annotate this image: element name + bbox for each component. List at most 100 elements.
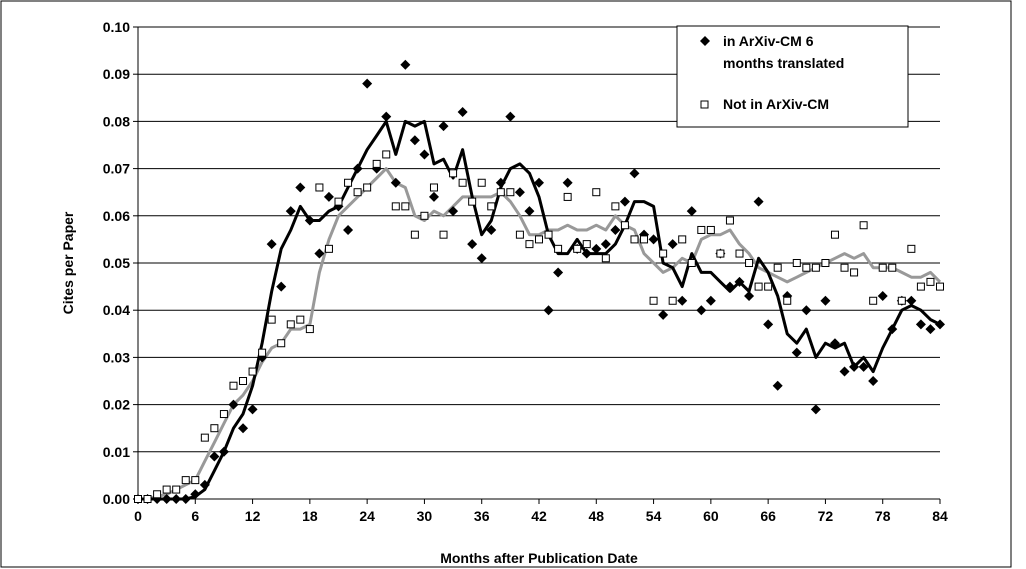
y-tick-label: 0.06 xyxy=(103,208,130,224)
point-arxiv xyxy=(877,291,888,302)
point-not-arxiv xyxy=(363,183,372,192)
point-arxiv xyxy=(543,305,554,316)
point-not-arxiv xyxy=(869,296,878,305)
point-arxiv xyxy=(648,234,659,245)
point-arxiv xyxy=(390,177,401,188)
point-arxiv xyxy=(849,361,860,372)
point-arxiv xyxy=(906,295,917,306)
point-not-arxiv xyxy=(468,197,477,206)
point-not-arxiv xyxy=(649,296,658,305)
point-arxiv xyxy=(629,168,640,179)
point-arxiv xyxy=(705,295,716,306)
point-not-arxiv xyxy=(515,230,524,239)
x-tick-label: 30 xyxy=(417,508,433,524)
x-tick-label: 48 xyxy=(588,508,604,524)
point-not-arxiv xyxy=(382,150,391,159)
point-not-arxiv xyxy=(458,178,467,187)
legend-diamond-marker xyxy=(700,36,710,46)
x-tick-label: 0 xyxy=(134,508,142,524)
x-tick-label: 84 xyxy=(932,508,948,524)
point-not-arxiv xyxy=(554,244,563,253)
point-not-arxiv xyxy=(802,263,811,272)
point-arxiv xyxy=(610,224,621,235)
point-not-arxiv xyxy=(601,254,610,263)
point-not-arxiv xyxy=(821,259,830,267)
point-not-arxiv xyxy=(334,197,343,206)
point-not-arxiv xyxy=(716,249,725,258)
point-not-arxiv xyxy=(134,495,142,503)
point-arxiv xyxy=(199,479,210,490)
x-tick-label: 54 xyxy=(646,508,662,524)
point-not-arxiv xyxy=(745,259,754,267)
y-tick-label: 0.03 xyxy=(103,349,130,365)
x-tick-label: 72 xyxy=(818,508,834,524)
point-arxiv xyxy=(486,224,497,235)
point-not-arxiv xyxy=(764,282,773,291)
y-tick-label: 0.00 xyxy=(103,491,130,507)
point-arxiv xyxy=(247,404,258,415)
point-not-arxiv xyxy=(229,381,238,390)
y-tick-label: 0.04 xyxy=(103,302,130,318)
point-not-arxiv xyxy=(706,225,715,234)
y-axis-title: Cites per Paper xyxy=(60,211,76,314)
point-arxiv xyxy=(772,380,783,391)
point-not-arxiv xyxy=(926,277,935,286)
legend: in ArXiv-CM 6 months translated Not in A… xyxy=(676,25,909,128)
point-arxiv xyxy=(448,206,459,217)
point-arxiv xyxy=(553,267,564,278)
point-not-arxiv xyxy=(582,240,591,249)
point-not-arxiv xyxy=(850,268,859,277)
point-arxiv xyxy=(209,451,220,462)
point-arxiv xyxy=(285,206,296,217)
point-not-arxiv xyxy=(324,244,333,253)
point-arxiv xyxy=(304,215,315,226)
y-tick-label: 0.02 xyxy=(103,397,130,413)
y-tick-label: 0.07 xyxy=(103,161,130,177)
point-not-arxiv xyxy=(391,202,400,211)
point-not-arxiv xyxy=(735,249,744,258)
point-arxiv xyxy=(457,106,468,117)
x-tick-label: 42 xyxy=(531,508,547,524)
point-not-arxiv xyxy=(620,221,629,230)
point-not-arxiv xyxy=(372,159,381,168)
point-arxiv xyxy=(400,59,411,70)
x-tick-label: 18 xyxy=(302,508,318,524)
point-arxiv xyxy=(218,446,229,457)
point-arxiv xyxy=(534,177,544,188)
trend-line-not-arxiv xyxy=(138,167,942,501)
point-not-arxiv xyxy=(296,315,305,324)
point-not-arxiv xyxy=(773,263,782,272)
point-arxiv xyxy=(266,239,277,250)
point-arxiv xyxy=(820,295,831,306)
point-arxiv xyxy=(362,78,373,89)
point-not-arxiv xyxy=(267,315,276,324)
point-not-arxiv xyxy=(496,188,505,197)
point-not-arxiv xyxy=(936,282,944,291)
point-arxiv xyxy=(744,291,755,302)
point-not-arxiv xyxy=(535,235,543,244)
point-not-arxiv xyxy=(200,433,209,442)
point-arxiv xyxy=(791,347,802,358)
x-tick-label: 60 xyxy=(703,508,719,524)
point-arxiv xyxy=(505,111,516,122)
point-arxiv xyxy=(925,324,936,335)
point-not-arxiv xyxy=(630,235,639,244)
point-not-arxiv xyxy=(611,202,620,211)
point-not-arxiv xyxy=(830,230,839,239)
point-not-arxiv xyxy=(811,263,820,272)
point-not-arxiv xyxy=(401,202,410,211)
point-arxiv xyxy=(228,399,239,410)
trend-line-arxiv xyxy=(138,119,941,501)
point-arxiv xyxy=(935,319,945,330)
point-not-arxiv xyxy=(248,367,257,376)
point-arxiv xyxy=(801,305,812,316)
point-not-arxiv xyxy=(840,263,849,272)
point-not-arxiv xyxy=(344,178,353,187)
point-not-arxiv xyxy=(563,192,572,201)
point-arxiv xyxy=(829,338,840,349)
point-arxiv xyxy=(753,196,764,207)
y-tick-label: 0.01 xyxy=(103,444,130,460)
point-arxiv xyxy=(171,494,182,504)
point-arxiv xyxy=(734,276,745,287)
